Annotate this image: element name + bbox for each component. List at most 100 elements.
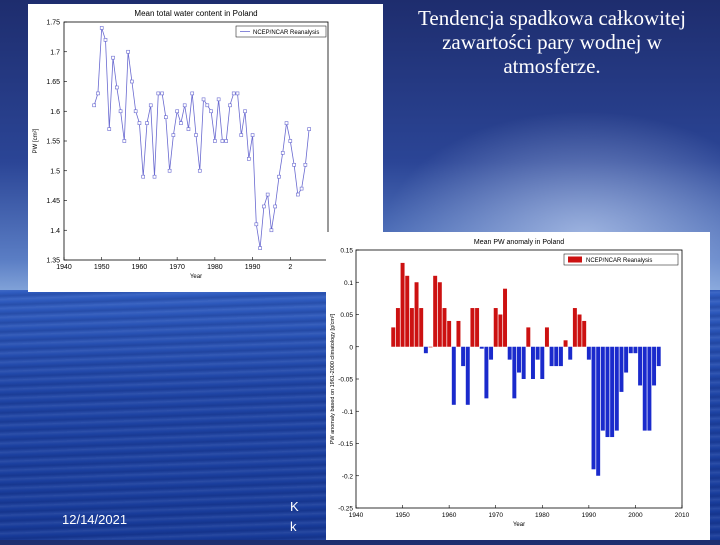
data-point — [126, 49, 130, 54]
data-point — [160, 91, 164, 96]
bar — [549, 346, 554, 367]
x-tick-label: 1950 — [94, 264, 110, 271]
legend-box — [563, 253, 679, 266]
bar — [652, 346, 657, 386]
pw-anomaly-chart: Mean PW anomaly in Poland 1940 1950 1960 197… — [330, 239, 690, 528]
data-point — [224, 139, 228, 143]
x-tick-label: 1960 — [442, 512, 457, 519]
data-point — [254, 222, 259, 227]
bar — [419, 308, 424, 347]
data-point — [231, 91, 236, 96]
bar — [586, 346, 591, 360]
x-tick-label: 1990 — [582, 512, 597, 519]
data-point — [284, 121, 289, 125]
y-tick-label: 1.45 — [46, 198, 60, 205]
x-tick-label: 2010 — [675, 512, 690, 519]
data-point — [273, 204, 277, 209]
x-tick-label: 1970 — [169, 264, 185, 271]
bar — [554, 346, 559, 367]
y-tick-label: 0.05 — [340, 312, 353, 319]
bar — [647, 346, 652, 431]
x-axis-label: Year — [190, 274, 202, 280]
legend-label: NCEP/NCAR Reanalysis — [586, 258, 652, 264]
data-point — [277, 174, 281, 179]
bar — [414, 282, 419, 347]
bar — [451, 346, 456, 405]
x-axis-label: Year — [513, 522, 525, 528]
bar — [591, 346, 596, 470]
bar — [461, 346, 466, 367]
legend-box — [235, 25, 327, 38]
chart-title: Mean total water content in Poland — [134, 9, 257, 18]
y-tick-label: 0.1 — [344, 280, 353, 287]
data-point — [209, 109, 213, 114]
bar — [530, 346, 535, 379]
data-point — [239, 133, 244, 137]
bar — [405, 275, 410, 347]
y-tick-label: 1.55 — [46, 139, 60, 146]
bar — [624, 346, 629, 373]
x-tick-label: 1970 — [488, 512, 503, 519]
data-point — [118, 109, 123, 114]
data-point — [156, 91, 161, 96]
data-point — [148, 103, 153, 108]
bar — [479, 346, 484, 349]
bar — [596, 346, 601, 476]
bar — [437, 282, 442, 347]
chart-title: Mean PW anomaly in Poland — [474, 239, 564, 246]
bar — [493, 308, 498, 347]
bar — [400, 262, 405, 347]
slide-date: 12/14/2021 — [62, 512, 128, 527]
y-tick-label: 1.7 — [50, 49, 60, 56]
x-tick-label: 1980 — [535, 512, 550, 519]
data-point — [288, 139, 293, 143]
slide-title: Tendencja spadkowa całkowitej zawartości… — [418, 6, 686, 78]
bar — [391, 327, 396, 347]
data-point — [130, 79, 134, 84]
y-tick-label: 1.75 — [46, 20, 60, 27]
data-point — [235, 91, 240, 96]
bar — [498, 314, 503, 347]
bar — [489, 346, 494, 360]
y-tick-label: 1.5 — [50, 168, 60, 175]
y-tick-label: 1.4 — [50, 228, 60, 235]
x-tick-label: 1980 — [207, 264, 223, 271]
data-point — [228, 103, 232, 108]
x-tick-label: 2000 — [628, 512, 643, 519]
data-point — [122, 139, 127, 143]
data-point — [296, 192, 300, 197]
data-point — [171, 133, 176, 137]
bar — [600, 346, 605, 431]
bar — [558, 346, 563, 367]
data-point — [197, 168, 202, 173]
data-point — [292, 163, 296, 167]
bar — [456, 320, 461, 347]
water-content-chart-panel: Mean total water content in Poland 1940 19… — [28, 4, 383, 292]
bar — [582, 320, 587, 347]
data-point — [250, 133, 255, 137]
data-point — [99, 26, 104, 30]
data-point — [205, 103, 210, 108]
bar — [568, 346, 573, 360]
y-axis-label: PW anomaly based on 1961-2000 climatolog… — [330, 313, 336, 444]
x-tick-label: 1940 — [56, 264, 72, 271]
data-point — [137, 121, 142, 125]
data-point — [186, 127, 191, 131]
data-point — [164, 115, 168, 119]
y-tick-label: 1.65 — [46, 79, 60, 86]
bar — [628, 346, 633, 354]
bar — [563, 340, 568, 347]
bar — [507, 346, 512, 360]
bar — [475, 308, 480, 347]
bar — [409, 308, 414, 347]
bar — [633, 346, 638, 354]
y-tick-label: 1.35 — [46, 258, 60, 265]
data-point — [307, 127, 311, 131]
series-line — [93, 27, 310, 249]
bar — [395, 308, 400, 347]
y-axis-label: PW [cm²] — [33, 128, 39, 153]
bar — [517, 346, 521, 373]
x-tick-label: 1950 — [395, 512, 410, 519]
plot-frame — [355, 249, 683, 509]
y-tick-label: 1.6 — [50, 109, 60, 116]
